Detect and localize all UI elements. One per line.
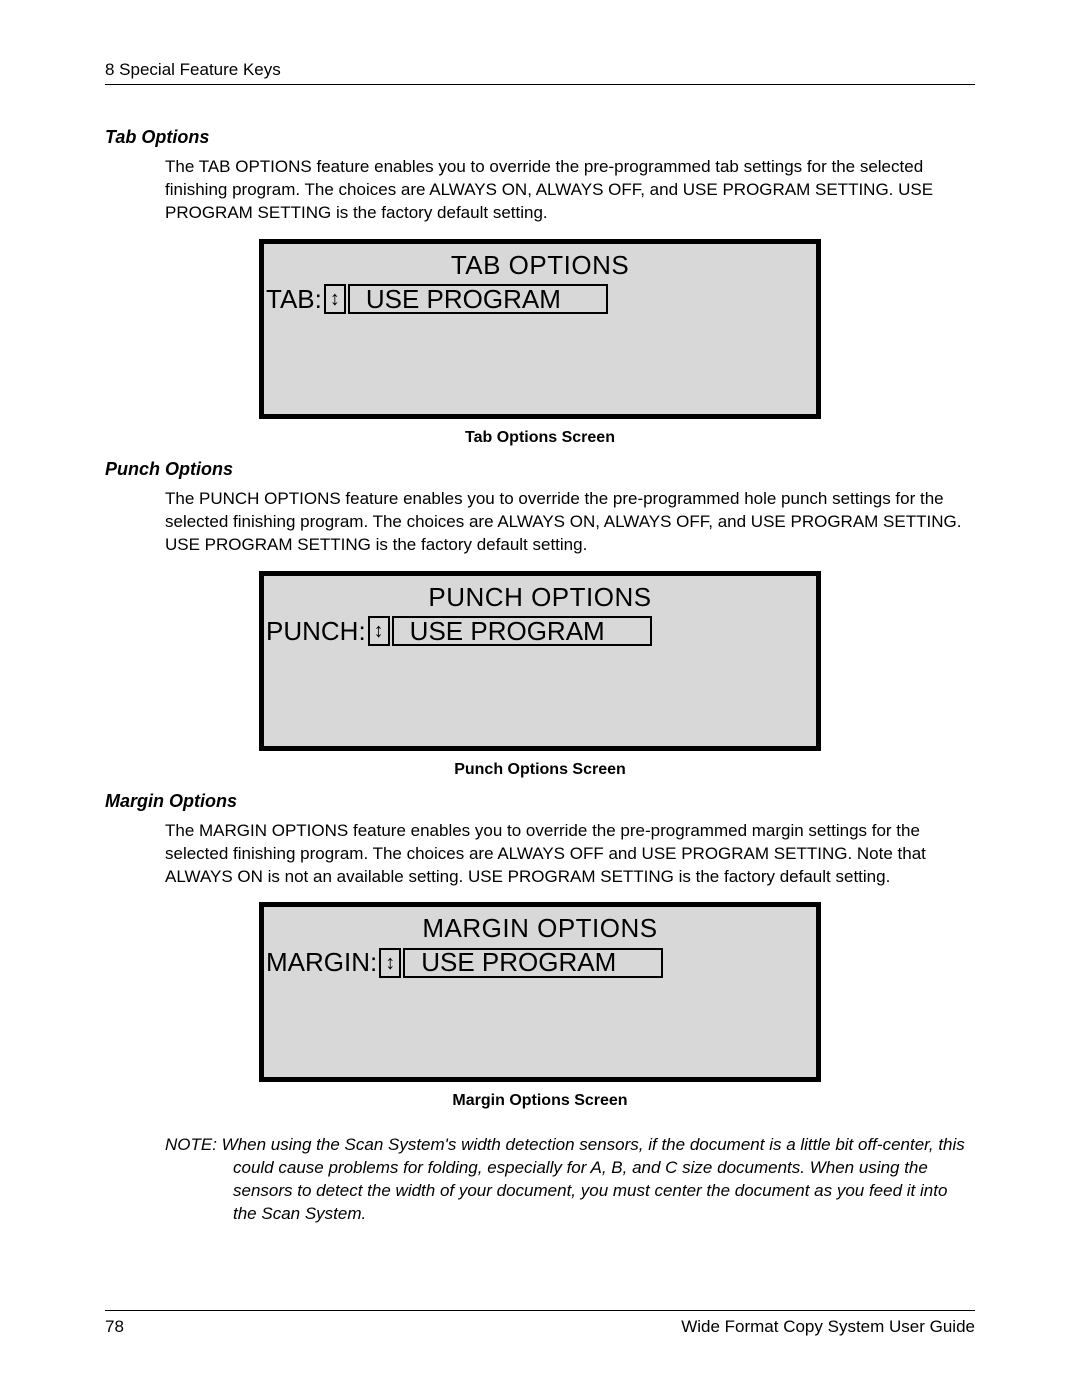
caption-margin: Margin Options Screen: [452, 1092, 627, 1110]
lcd-row-tab: TAB: ↕ USE PROGRAM: [266, 284, 608, 315]
lcd-screen-margin: MARGIN OPTIONS MARGIN: ↕ USE PROGRAM: [259, 902, 821, 1082]
arrow-glyph: ↕: [385, 953, 395, 973]
heading-margin-options: Margin Options: [105, 791, 975, 812]
caption-punch: Punch Options Screen: [454, 761, 626, 779]
paragraph-punch-options: The PUNCH OPTIONS feature enables you to…: [165, 488, 975, 557]
lcd-label-punch: PUNCH:: [266, 616, 366, 647]
caption-tab: Tab Options Screen: [465, 429, 615, 447]
arrow-glyph: ↕: [374, 621, 384, 641]
lcd-title-margin: MARGIN OPTIONS: [264, 913, 816, 944]
screen-wrap-punch: PUNCH OPTIONS PUNCH: ↕ USE PROGRAM Punch…: [105, 571, 975, 785]
updown-arrow-icon: ↕: [368, 616, 390, 646]
lcd-row-margin: MARGIN: ↕ USE PROGRAM: [266, 947, 663, 978]
divider-bottom: [105, 1310, 975, 1311]
paragraph-tab-options: The TAB OPTIONS feature enables you to o…: [165, 156, 975, 225]
lcd-value-tab: USE PROGRAM: [348, 284, 608, 314]
heading-tab-options: Tab Options: [105, 127, 975, 148]
note-paragraph: NOTE: When using the Scan System's width…: [165, 1134, 975, 1226]
page-content: 8 Special Feature Keys Tab Options The T…: [105, 60, 975, 1226]
divider-top: [105, 84, 975, 85]
arrow-glyph: ↕: [330, 289, 340, 309]
lcd-label-tab: TAB:: [266, 284, 322, 315]
lcd-value-margin: USE PROGRAM: [403, 948, 663, 978]
screen-wrap-margin: MARGIN OPTIONS MARGIN: ↕ USE PROGRAM Mar…: [105, 902, 975, 1116]
updown-arrow-icon: ↕: [324, 284, 346, 314]
screen-wrap-tab: TAB OPTIONS TAB: ↕ USE PROGRAM Tab Optio…: [105, 239, 975, 453]
lcd-screen-tab: TAB OPTIONS TAB: ↕ USE PROGRAM: [259, 239, 821, 419]
lcd-title-punch: PUNCH OPTIONS: [264, 582, 816, 613]
page-number: 78: [105, 1317, 124, 1337]
lcd-title-tab: TAB OPTIONS: [264, 250, 816, 281]
lcd-row-punch: PUNCH: ↕ USE PROGRAM: [266, 616, 652, 647]
paragraph-margin-options: The MARGIN OPTIONS feature enables you t…: [165, 820, 975, 889]
doc-title: Wide Format Copy System User Guide: [681, 1317, 975, 1337]
heading-punch-options: Punch Options: [105, 459, 975, 480]
chapter-header: 8 Special Feature Keys: [105, 60, 975, 80]
updown-arrow-icon: ↕: [379, 948, 401, 978]
footer-row: 78 Wide Format Copy System User Guide: [105, 1317, 975, 1337]
lcd-value-punch: USE PROGRAM: [392, 616, 652, 646]
lcd-label-margin: MARGIN:: [266, 947, 377, 978]
page-footer: 78 Wide Format Copy System User Guide: [105, 1310, 975, 1337]
lcd-screen-punch: PUNCH OPTIONS PUNCH: ↕ USE PROGRAM: [259, 571, 821, 751]
